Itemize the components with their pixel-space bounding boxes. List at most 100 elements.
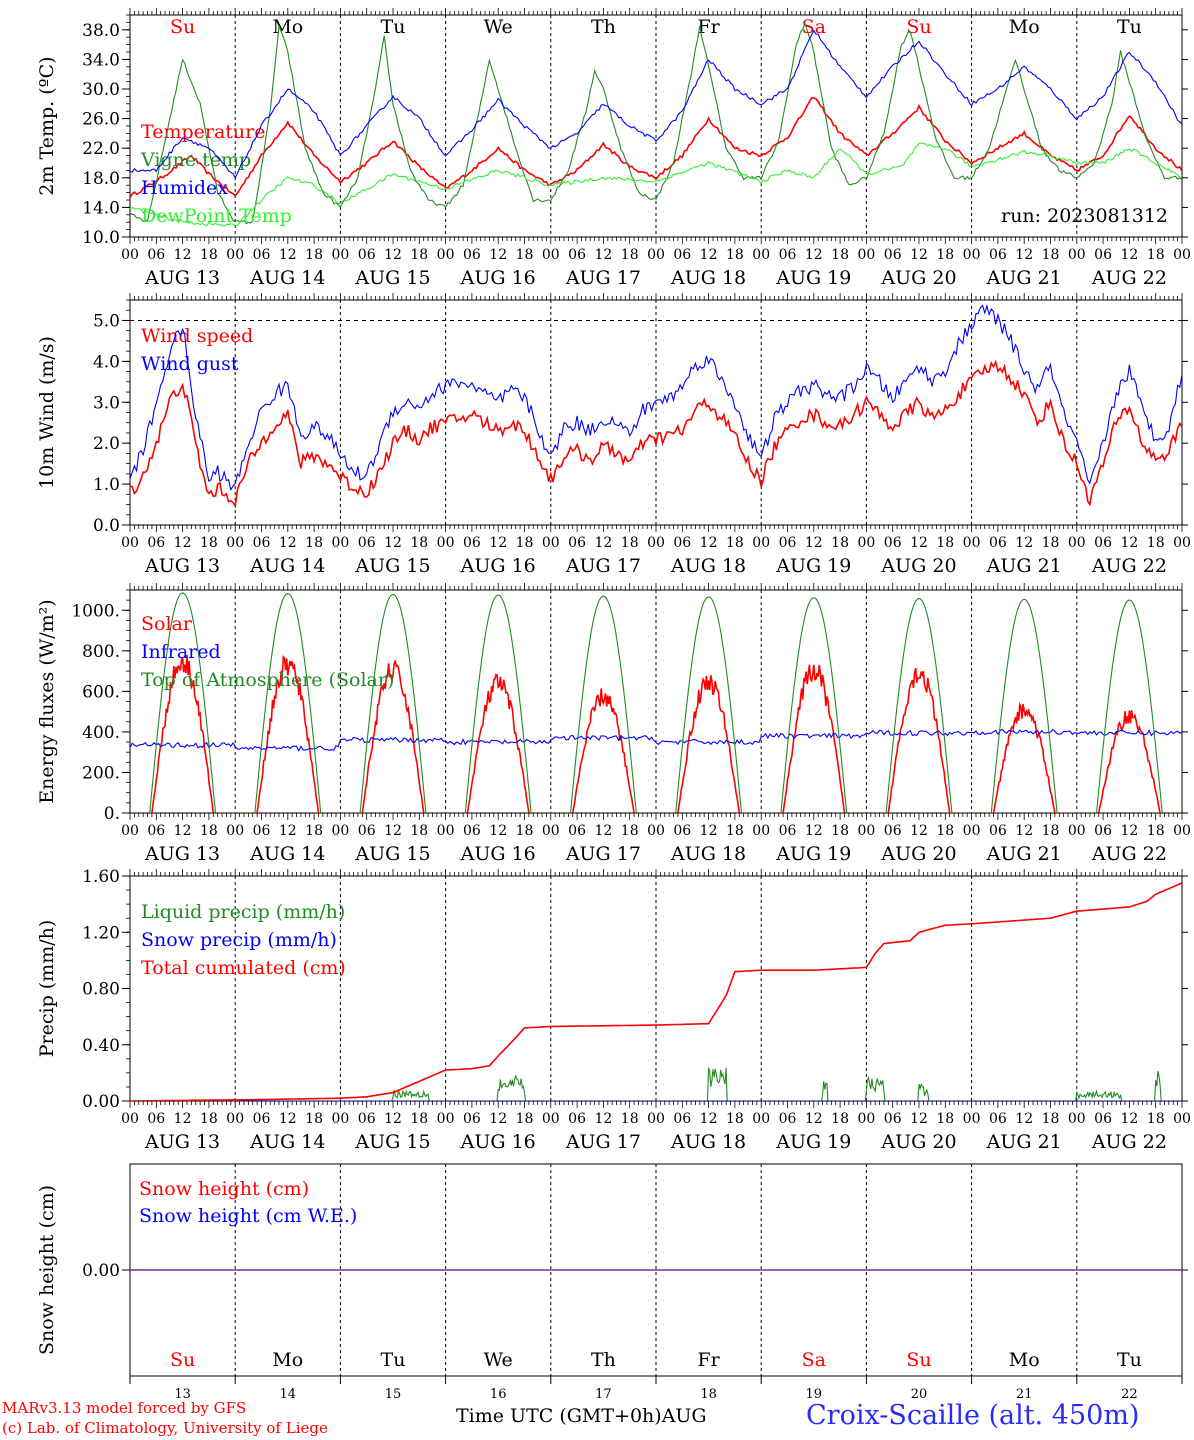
hour-tick-label: 00 [1173,823,1191,839]
hour-tick-label: 18 [1042,535,1060,551]
weekday-label: We [484,16,513,38]
y-tick-label: 26.0 [82,110,120,130]
y-tick-label: 1.0 [93,475,120,495]
hour-tick-label: 18 [516,535,534,551]
date-label: AUG 17 [565,1131,641,1153]
date-label: AUG 20 [880,267,956,289]
hour-tick-label: 00 [121,823,139,839]
hour-tick-label: 12 [384,535,402,551]
weekday-label: Su [170,1349,195,1371]
hour-tick-label: 06 [673,535,691,551]
y-tick-label: 2.0 [93,434,120,454]
date-label: AUG 16 [460,1131,536,1153]
hour-tick-label: 00 [331,247,349,263]
hour-tick-label: 12 [1015,247,1033,263]
hour-tick-label: 18 [831,1111,849,1127]
hour-tick-label: 00 [542,823,560,839]
y-tick-label: 400. [82,723,120,743]
day-number-label: 17 [595,1387,612,1402]
hour-tick-label: 06 [1094,823,1112,839]
hour-tick-label: 00 [647,535,665,551]
hour-tick-label: 12 [384,247,402,263]
hour-tick-label: 12 [489,1111,507,1127]
legend-entry: DewPoint Temp [141,205,292,227]
hour-tick-label: 06 [463,247,481,263]
hour-tick-label: 06 [779,247,797,263]
hour-tick-label: 00 [1068,535,1086,551]
hour-tick-label: 00 [752,247,770,263]
date-label: AUG 13 [144,1131,220,1153]
hour-tick-label: 18 [621,1111,639,1127]
hour-tick-label: 12 [1120,1111,1138,1127]
day-number-label: 19 [806,1387,823,1402]
legend-entry: Wind gust [141,353,239,375]
y-axis-label: 2m Temp. (ºC) [36,56,58,195]
date-label: AUG 13 [144,267,220,289]
date-label: AUG 21 [986,1131,1062,1153]
series-line-3 [130,882,1182,1101]
hour-tick-label: 00 [647,823,665,839]
date-label: AUG 14 [249,555,325,577]
hour-tick-label: 06 [779,1111,797,1127]
hour-tick-label: 00 [121,535,139,551]
date-label: AUG 16 [460,555,536,577]
hour-tick-label: 18 [1042,823,1060,839]
date-label: AUG 21 [986,267,1062,289]
legend-entry: Humidex [141,177,228,199]
y-tick-label: 200. [82,763,120,783]
date-label: AUG 20 [880,555,956,577]
hour-tick-label: 18 [726,535,744,551]
hour-tick-label: 18 [305,535,323,551]
hour-tick-label: 06 [358,1111,376,1127]
date-label: AUG 17 [565,267,641,289]
model-credit: MARv3.13 model forced by GFS (c) Lab. of… [2,1398,328,1438]
weekday-label: We [484,1349,513,1371]
hour-tick-label: 00 [226,1111,244,1127]
hour-tick-label: 06 [673,823,691,839]
hour-tick-label: 00 [331,535,349,551]
hour-tick-label: 00 [542,1111,560,1127]
y-tick-label: 18.0 [82,169,120,189]
hour-tick-label: 06 [884,535,902,551]
run-annotation: run: 2023081312 [1001,205,1168,227]
hour-tick-label: 06 [989,247,1007,263]
hour-tick-label: 00 [963,535,981,551]
hour-tick-label: 00 [1173,1111,1191,1127]
legend-entry: Wind speed [141,325,253,347]
hour-tick-label: 00 [1173,535,1191,551]
weekday-label: Mo [1009,16,1040,38]
legend-entry: Top of Atmosphere (Solar) [141,669,394,691]
hour-tick-label: 18 [936,535,954,551]
hour-tick-label: 12 [174,535,192,551]
series-line-1 [130,97,1182,199]
y-axis-label: 10m Wind (m/s) [36,336,58,489]
hour-tick-label: 06 [779,535,797,551]
date-label: AUG 22 [1091,555,1167,577]
series-line-2 [130,728,1182,752]
hour-tick-label: 06 [358,823,376,839]
date-label: AUG 17 [565,843,641,865]
hour-tick-label: 00 [1173,247,1191,263]
hour-tick-label: 00 [437,823,455,839]
hour-tick-label: 06 [253,247,271,263]
hour-tick-label: 12 [805,823,823,839]
hour-tick-label: 18 [1147,823,1165,839]
series-line-4 [130,142,1182,227]
hour-tick-label: 06 [463,823,481,839]
date-label: AUG 22 [1091,267,1167,289]
date-label: AUG 19 [775,1131,851,1153]
hour-tick-label: 06 [463,1111,481,1127]
date-label: AUG 15 [354,267,430,289]
series-line-2 [130,303,1182,492]
hour-tick-label: 18 [305,247,323,263]
hour-tick-label: 12 [805,535,823,551]
hour-tick-label: 00 [542,535,560,551]
hour-tick-label: 06 [568,247,586,263]
hour-tick-label: 12 [489,535,507,551]
panel-2: 00 06 12 18 00 06 12 18 00 06 12 18 00 06 12 18 00 06 12 18… [36,293,1191,577]
hour-tick-label: 18 [621,823,639,839]
date-label: AUG 16 [460,267,536,289]
y-tick-label: 800. [82,642,120,662]
legend-entry: Temperature [141,121,265,143]
